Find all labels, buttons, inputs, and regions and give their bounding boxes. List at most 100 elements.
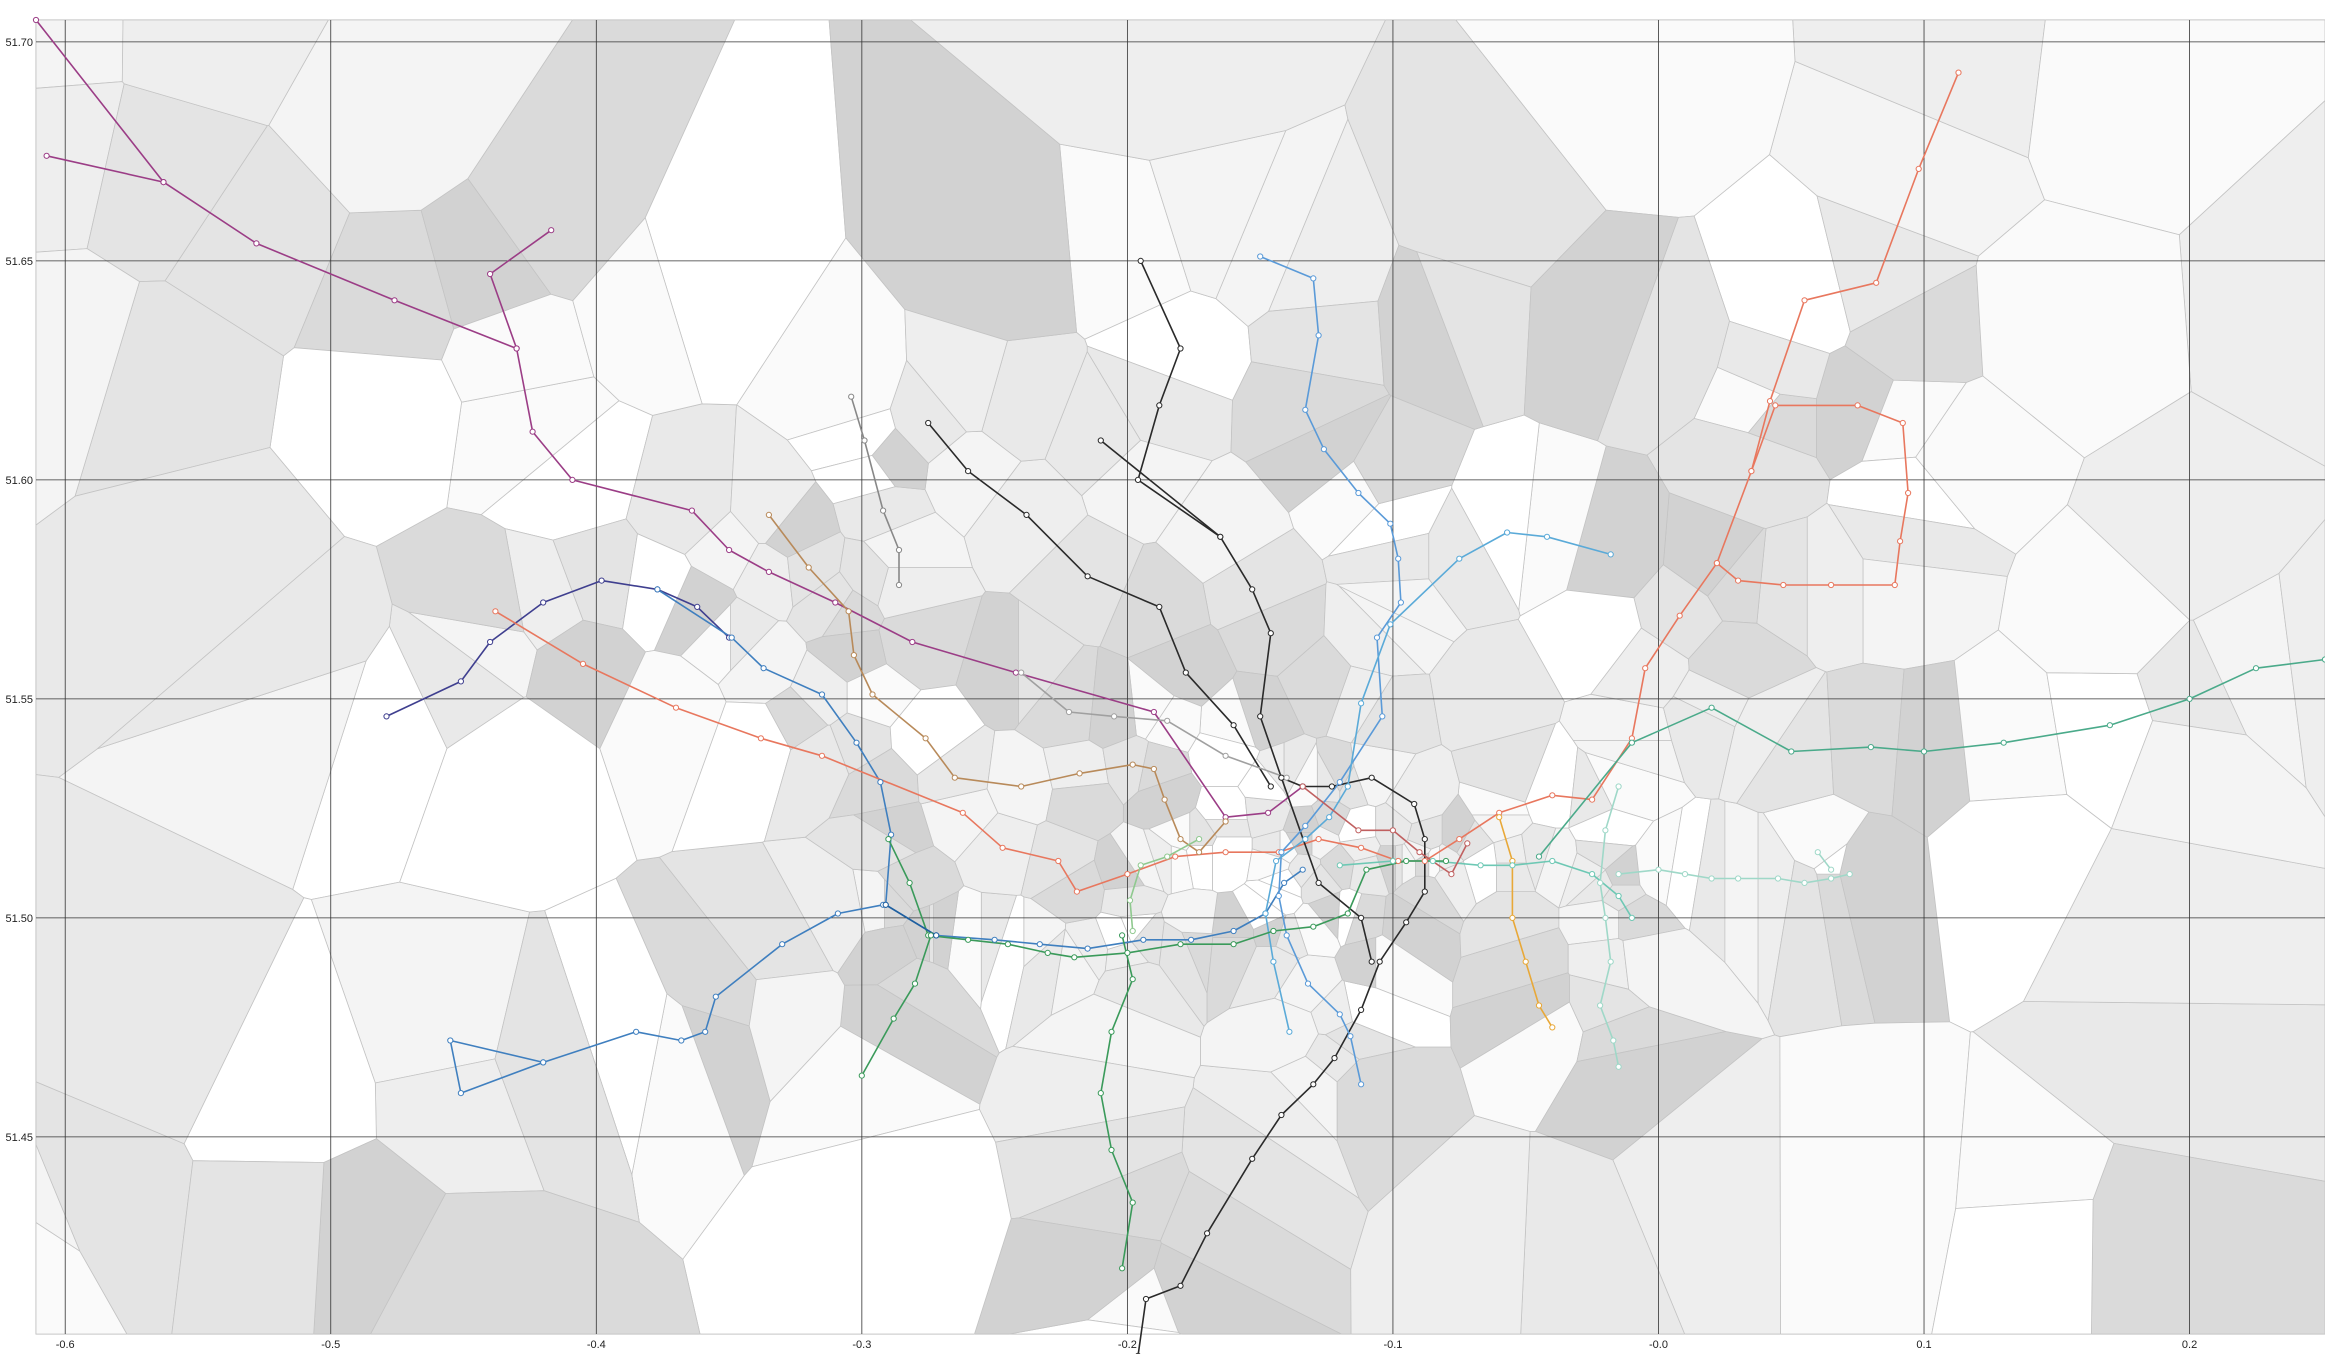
station-point [1411, 800, 1418, 808]
station-point [1044, 949, 1051, 957]
station-point [1283, 932, 1290, 939]
station-point [1655, 866, 1662, 873]
voronoi-cell [121, 19, 329, 127]
voronoi-cell [1572, 740, 1686, 784]
station-point [1543, 533, 1551, 540]
station-point [1358, 700, 1365, 707]
voronoi-cell [1434, 860, 1477, 923]
station-point [1097, 437, 1104, 444]
station-point [1602, 827, 1609, 834]
station-point [1615, 892, 1622, 900]
station-point [1315, 332, 1322, 339]
station-point [1416, 849, 1423, 856]
station-point [1222, 818, 1229, 825]
station-point [911, 980, 919, 987]
voronoi-cell [1558, 900, 1619, 946]
x-tick-label: -0.2 [1118, 1339, 1137, 1351]
station-point [1126, 897, 1134, 904]
station-point [1509, 862, 1516, 869]
station-point [991, 936, 998, 943]
station-point [1336, 1011, 1343, 1018]
voronoi-cell [1520, 1130, 1686, 1335]
station-point [1018, 783, 1025, 790]
voronoi-cell [1931, 1198, 2094, 1335]
station-point [1281, 879, 1288, 887]
voronoi-cell [1353, 395, 1476, 505]
station-point [1504, 529, 1511, 536]
station-point [845, 608, 852, 615]
station-point [1597, 1002, 1604, 1009]
station-point [2000, 739, 2007, 746]
station-point [1549, 857, 1556, 865]
station-point [1065, 708, 1073, 716]
station-point [765, 511, 773, 519]
station-point [1302, 822, 1309, 830]
station-point [1549, 1024, 1556, 1031]
station-point [702, 1028, 709, 1035]
station-point [959, 809, 966, 816]
station-point [834, 910, 842, 917]
station-point [447, 1037, 454, 1044]
axis-ticks: -0.6 -0.5 -0.4 -0.3 -0.2 -0.1 -0.0 0.1 0.2 51.70 5… [5, 37, 2197, 1351]
voronoi-cell [1622, 927, 1776, 1040]
station-point [1267, 630, 1274, 637]
station-point [1315, 836, 1322, 843]
voronoi-cell [1045, 782, 1124, 842]
station-point [492, 608, 499, 615]
station-point [694, 603, 701, 611]
voronoi-cell [35, 774, 305, 1145]
station-point [832, 599, 839, 606]
station-point [818, 691, 826, 698]
station-point [1310, 923, 1317, 930]
station-point [1275, 892, 1282, 900]
station-point [1421, 888, 1428, 895]
voronoi-cell [399, 696, 638, 913]
station-point [1891, 581, 1898, 589]
station-point [1464, 840, 1471, 847]
station-point [1004, 941, 1012, 948]
station-point [1610, 1037, 1617, 1044]
station-point [457, 1090, 464, 1097]
line-series [1817, 851, 1832, 871]
station-point [1119, 1265, 1126, 1272]
station-point [1283, 774, 1290, 781]
line-series [927, 422, 1272, 787]
station-point [1286, 1028, 1293, 1035]
station-point [1828, 875, 1835, 882]
voronoi-cell [97, 536, 393, 750]
station-point [1628, 739, 1636, 746]
voronoi-cell [572, 216, 703, 416]
station-point [712, 993, 719, 1000]
voronoi-cell [909, 19, 1387, 161]
station-point [1177, 1282, 1184, 1289]
station-point [1137, 257, 1144, 264]
station-point [1389, 827, 1397, 834]
voronoi-cell [933, 890, 959, 970]
station-point [1748, 468, 1755, 475]
station-point [1828, 866, 1835, 873]
station-point [2106, 722, 2113, 729]
station-point [1867, 744, 1875, 751]
station-point [885, 836, 892, 843]
station-point [487, 638, 494, 646]
station-point [1177, 836, 1184, 843]
station-point [1355, 827, 1362, 834]
station-markers [32, 16, 2325, 1354]
station-point [32, 16, 40, 24]
station-point [1204, 1230, 1211, 1237]
voronoi-cell [1997, 504, 2191, 675]
station-point [579, 660, 587, 668]
station-point [882, 901, 889, 908]
station-point [1358, 1081, 1365, 1088]
station-point [1899, 419, 1906, 427]
station-point [818, 752, 826, 759]
station-point [1421, 836, 1428, 843]
voronoi-cell [1688, 620, 1817, 699]
x-tick-label: -0.6 [56, 1339, 75, 1351]
voronoi-cell [1523, 209, 1679, 442]
station-point [1156, 603, 1163, 611]
station-point [999, 844, 1006, 851]
station-point [1055, 857, 1062, 865]
station-point [1137, 862, 1144, 869]
station-point [1607, 958, 1614, 965]
